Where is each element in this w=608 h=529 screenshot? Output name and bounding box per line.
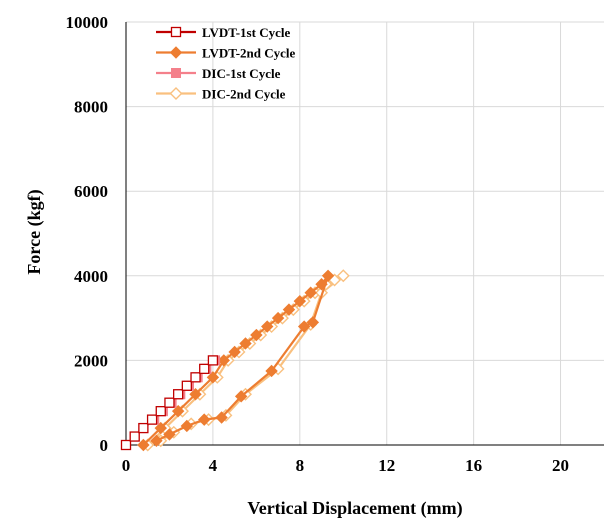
data-point <box>304 286 317 299</box>
data-point <box>171 404 185 418</box>
series-layer <box>120 269 350 452</box>
data-point <box>190 372 201 383</box>
legend: LVDT-1st Cycle LVDT-2nd Cycle DIC-1st Cycl… <box>156 25 296 102</box>
legend-label: DIC-1st Cycle <box>202 66 281 81</box>
legend-marker <box>170 26 182 38</box>
data-point <box>234 390 248 403</box>
x-axis-title: Vertical Displacement (mm) <box>247 498 462 519</box>
y-tick-label: 6000 <box>74 182 108 201</box>
x-tick-label: 0 <box>122 456 131 475</box>
legend-marker <box>169 46 183 59</box>
data-point <box>293 294 307 308</box>
data-point <box>172 389 184 400</box>
axes <box>125 22 604 446</box>
x-tick-label: 8 <box>296 456 305 475</box>
series-1 <box>120 355 219 451</box>
y-tick-label: 2000 <box>74 351 108 370</box>
data-point <box>199 363 210 375</box>
data-point <box>336 269 350 283</box>
grid <box>126 21 604 445</box>
data-point <box>146 414 158 425</box>
data-point <box>217 354 230 367</box>
data-point <box>282 303 296 316</box>
y-tick-label: 8000 <box>74 98 108 117</box>
data-point <box>163 428 176 441</box>
data-point <box>206 371 220 384</box>
data-point <box>198 413 211 426</box>
data-point <box>228 345 241 359</box>
data-point <box>215 411 228 424</box>
data-point <box>265 364 278 378</box>
data-point <box>189 388 202 401</box>
legend-marker <box>169 87 183 100</box>
data-point <box>150 434 163 447</box>
legend-entry: DIC-1st Cycle <box>156 66 281 81</box>
y-tick-label: 4000 <box>74 267 108 286</box>
y-axis-title: Force (kgf) <box>24 189 45 274</box>
legend-label: LVDT-1st Cycle <box>202 25 290 40</box>
data-point <box>180 419 194 433</box>
data-point <box>120 439 132 451</box>
data-point <box>138 422 149 434</box>
x-tick-label: 12 <box>378 456 395 475</box>
data-point <box>297 320 311 333</box>
data-point <box>137 438 150 452</box>
x-tick-label: 16 <box>465 456 482 475</box>
data-point <box>261 320 274 333</box>
data-point <box>129 431 140 442</box>
legend-label: DIC-2nd Cycle <box>202 87 286 102</box>
data-point <box>239 337 252 350</box>
tick-labels: 0 2000 4000 6000 8000 10000 0 4 8 12 16 20 <box>66 13 570 475</box>
legend-label: LVDT-2nd Cycle <box>202 46 296 61</box>
data-point <box>315 278 328 291</box>
data-point <box>181 380 192 391</box>
legend-marker <box>171 68 181 78</box>
data-point <box>155 406 166 417</box>
data-point <box>154 421 167 435</box>
x-tick-label: 20 <box>552 456 569 475</box>
series-2 <box>137 269 335 452</box>
data-point <box>250 328 263 342</box>
data-point <box>207 355 219 366</box>
data-point <box>321 269 335 283</box>
data-point <box>164 397 175 408</box>
y-tick-label: 0 <box>100 436 109 455</box>
x-tick-label: 4 <box>209 456 218 475</box>
legend-entry: LVDT-1st Cycle <box>156 25 290 40</box>
data-point <box>306 316 320 329</box>
legend-entry: DIC-2nd Cycle <box>156 87 286 102</box>
y-tick-label: 10000 <box>66 13 109 32</box>
legend-entry: LVDT-2nd Cycle <box>156 46 296 61</box>
data-point <box>271 311 285 325</box>
